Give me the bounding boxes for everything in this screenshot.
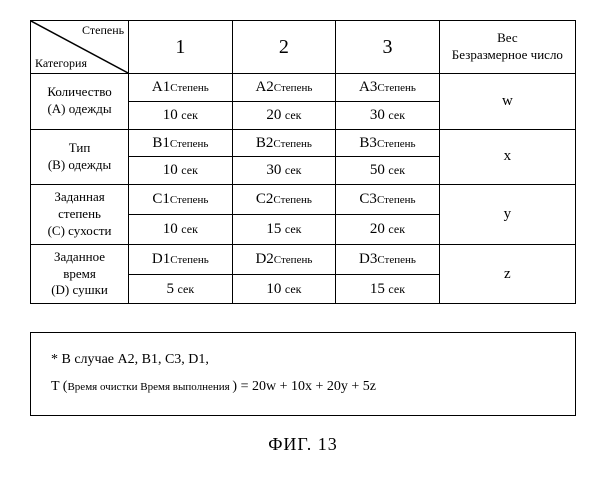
cat-D: Заданное время (D) сушки [31, 244, 129, 304]
D2-degree: D2Степень [232, 244, 336, 274]
C1-degree: C1Степень [129, 185, 233, 215]
A3-time: 30 сек [336, 101, 440, 129]
B3-time: 50 сек [336, 157, 440, 185]
C1-time: 10 сек [129, 214, 233, 244]
B2-degree: B2Степень [232, 129, 336, 157]
B1-time: 10 сек [129, 157, 233, 185]
formula-note: * В случае A2, B1, C3, D1, T (Время очис… [30, 332, 576, 415]
col-weight: Вес Безразмерное число [439, 21, 575, 74]
header-degree: Степень [82, 23, 124, 38]
C2-degree: C2Степень [232, 185, 336, 215]
A2-degree: A2Степень [232, 74, 336, 102]
note-line1: * В случае A2, B1, C3, D1, [51, 347, 555, 374]
cat-B: Тип (B) одежды [31, 129, 129, 185]
C2-time: 15 сек [232, 214, 336, 244]
col-3: 3 [336, 21, 440, 74]
B3-degree: B3Степень [336, 129, 440, 157]
col-2: 2 [232, 21, 336, 74]
A2-time: 20 сек [232, 101, 336, 129]
C3-time: 20 сек [336, 214, 440, 244]
D1-degree: D1Степень [129, 244, 233, 274]
D3-time: 15 сек [336, 274, 440, 304]
figure-caption: ФИГ. 13 [30, 434, 576, 455]
D1-time: 5 сек [129, 274, 233, 304]
col-1: 1 [129, 21, 233, 74]
diagonal-header: Степень Категория [31, 21, 129, 74]
D3-degree: D3Степень [336, 244, 440, 274]
D2-time: 10 сек [232, 274, 336, 304]
cat-A: Количество (A) одежды [31, 74, 129, 130]
A3-degree: A3Степень [336, 74, 440, 102]
cat-C: Заданная степень (C) сухости [31, 185, 129, 245]
A1-degree: A1Степень [129, 74, 233, 102]
degree-table: Степень Категория 1 2 3 Вес Безразмерное… [30, 20, 576, 304]
B2-time: 30 сек [232, 157, 336, 185]
header-category: Категория [35, 56, 87, 71]
B1-degree: B1Степень [129, 129, 233, 157]
weight-D: z [439, 244, 575, 304]
A1-time: 10 сек [129, 101, 233, 129]
note-line2: T (Время очистки Время выполнения ) = 20… [51, 374, 555, 401]
weight-C: y [439, 185, 575, 245]
weight-B: x [439, 129, 575, 185]
C3-degree: C3Степень [336, 185, 440, 215]
weight-A: w [439, 74, 575, 130]
